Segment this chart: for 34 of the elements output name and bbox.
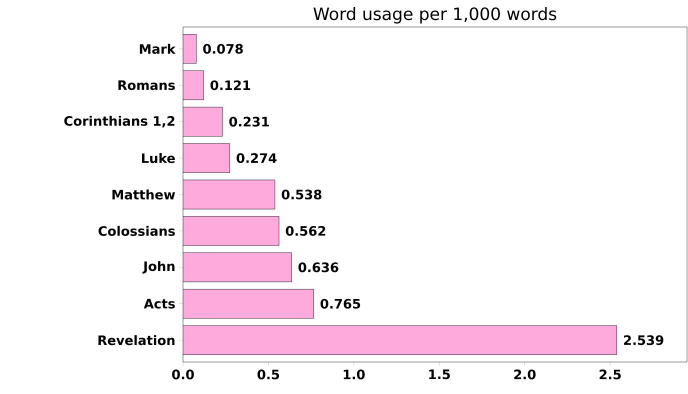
- bar: [183, 70, 204, 100]
- y-tick-label: Luke: [142, 153, 175, 164]
- y-tick-label: Matthew: [112, 189, 176, 200]
- y-tick-label: Revelation: [98, 335, 174, 346]
- y-tick-label: Colossians: [98, 226, 175, 236]
- chart-title: Word usage per 1,000 words: [313, 7, 556, 24]
- x-tick-label: 1.5: [429, 370, 450, 380]
- data-label: 0.562: [286, 226, 326, 236]
- data-label: 0.121: [210, 80, 250, 90]
- data-label: 0.078: [203, 44, 243, 54]
- x-tick-label: 0.0: [172, 370, 194, 380]
- y-tick-label: Romans: [118, 80, 175, 90]
- x-tick-label: 2.0: [514, 370, 536, 380]
- bar: [183, 143, 230, 173]
- bar: [183, 288, 314, 319]
- y-tick-label: Acts: [144, 298, 175, 309]
- data-label: 0.765: [320, 298, 360, 309]
- data-label: 0.538: [282, 190, 322, 200]
- bar: [183, 34, 196, 64]
- y-tick-label: John: [142, 261, 174, 274]
- y-tick-label: Corinthians 1,2: [64, 116, 174, 128]
- bar: [183, 252, 292, 282]
- bar: [183, 216, 280, 246]
- x-tick-label: 1.0: [344, 370, 365, 380]
- bar: [183, 180, 276, 210]
- x-tick-label: 2.5: [600, 370, 621, 380]
- bar: [183, 106, 223, 136]
- x-tick-label: 0.5: [258, 370, 280, 380]
- data-label: 0.231: [229, 116, 269, 127]
- bar: [183, 325, 617, 355]
- data-label: 0.636: [298, 262, 338, 272]
- data-label: 2.539: [624, 335, 664, 346]
- data-label: 0.274: [236, 153, 277, 164]
- y-tick-label: Mark: [140, 44, 176, 54]
